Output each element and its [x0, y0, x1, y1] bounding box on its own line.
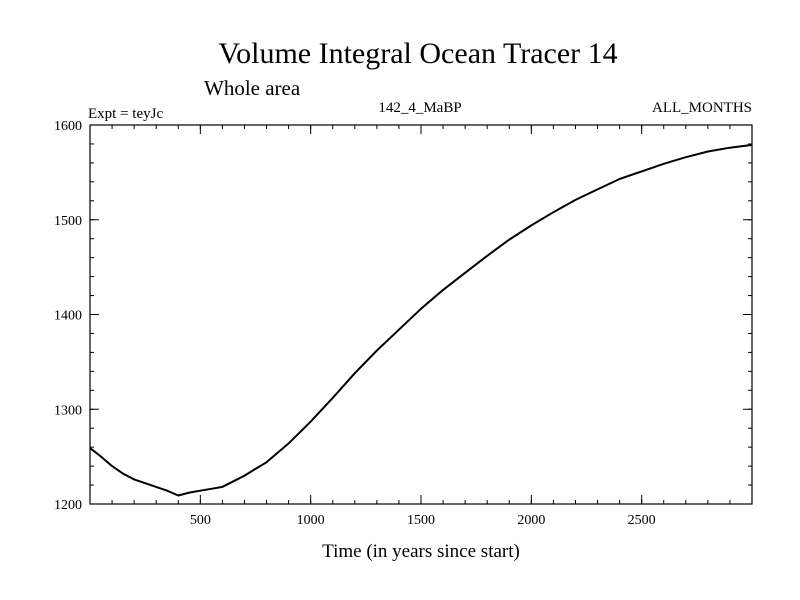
chart-subtitle: Whole area — [204, 76, 301, 100]
y-tick-label: 1400 — [54, 309, 82, 324]
y-tick-label: 1200 — [54, 498, 82, 513]
period-label: 142_4_MaBP — [378, 100, 461, 116]
series-line — [89, 143, 753, 497]
y-tick-label: 1600 — [54, 119, 82, 134]
x-tick-label: 2000 — [517, 513, 545, 528]
months-label: ALL_MONTHS — [652, 100, 752, 116]
x-axis-title: Time (in years since start) — [322, 541, 520, 562]
x-tick-label: 1000 — [297, 513, 325, 528]
axis-tick-labels: 500 1000 1500 2000 2500 1200 1300 1400 1500 1600 — [54, 119, 656, 528]
experiment-label: Expt = teyJc — [88, 106, 163, 122]
y-tick-label: 1500 — [54, 214, 82, 229]
y-tick-label: 1300 — [54, 403, 82, 418]
x-tick-label: 500 — [190, 513, 211, 528]
chart-title: Volume Integral Ocean Tracer 14 — [218, 37, 617, 70]
x-tick-label: 1500 — [407, 513, 435, 528]
x-tick-label: 2500 — [628, 513, 656, 528]
plot-frame — [89, 124, 753, 505]
axis-ticks — [90, 124, 752, 505]
